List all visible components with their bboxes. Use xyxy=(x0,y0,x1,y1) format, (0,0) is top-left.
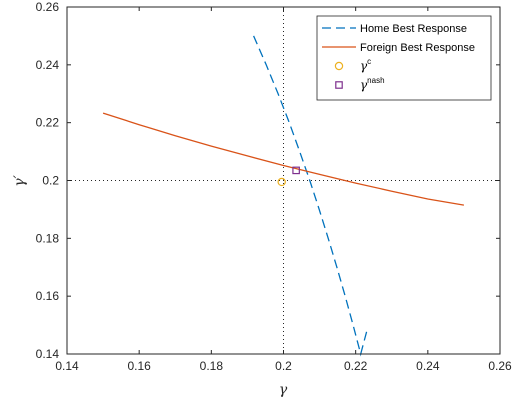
y-axis-ticks: 0.14 0.16 0.18 0.2 0.22 0.24 0.26 xyxy=(36,0,500,361)
legend-box xyxy=(316,15,492,101)
y-tick-label: 0.14 xyxy=(36,347,60,361)
series-line-2 xyxy=(102,112,465,206)
y-tick-label: 0.22 xyxy=(36,116,60,130)
y-tick-label: 0.26 xyxy=(36,0,60,14)
x-axis-label: γ xyxy=(279,382,288,398)
legend-label-marker-2: γnash xyxy=(360,76,385,92)
legend-swatch-gamma-c xyxy=(334,61,344,71)
y-tick-label: 0.2 xyxy=(42,174,59,188)
y-tick-label: 0.18 xyxy=(36,231,60,245)
x-tick-label: 0.18 xyxy=(200,359,224,373)
x-tick-label: 0.26 xyxy=(488,359,512,373)
x-tick-label: 0.16 xyxy=(127,359,151,373)
marker-gamma-c xyxy=(277,177,286,187)
marker-gamma-nash xyxy=(292,166,300,175)
x-tick-label: 0.24 xyxy=(416,359,440,373)
markers-layer xyxy=(277,166,300,187)
legend-swatch-gamma-nash xyxy=(335,81,343,89)
legend-label-marker-1: γc xyxy=(360,57,371,73)
legend: Home Best Response Foreign Best Response γ… xyxy=(316,15,492,101)
x-tick-label: 0.22 xyxy=(344,359,368,373)
legend-label-series-1: Home Best Response xyxy=(360,23,467,35)
legend-label-series-2: Foreign Best Response xyxy=(360,42,475,54)
x-tick-label: 0.2 xyxy=(275,359,292,373)
series-layer xyxy=(102,35,465,357)
reference-lines xyxy=(67,7,500,354)
y-tick-label: 0.24 xyxy=(36,58,60,72)
series-line-1 xyxy=(253,35,369,357)
y-axis-label: γ′ xyxy=(12,174,28,186)
x-tick-label: 0.14 xyxy=(55,359,79,373)
y-tick-label: 0.16 xyxy=(36,289,60,303)
x-axis-ticks: 0.14 0.16 0.18 0.2 0.22 0.24 0.26 xyxy=(55,7,512,373)
